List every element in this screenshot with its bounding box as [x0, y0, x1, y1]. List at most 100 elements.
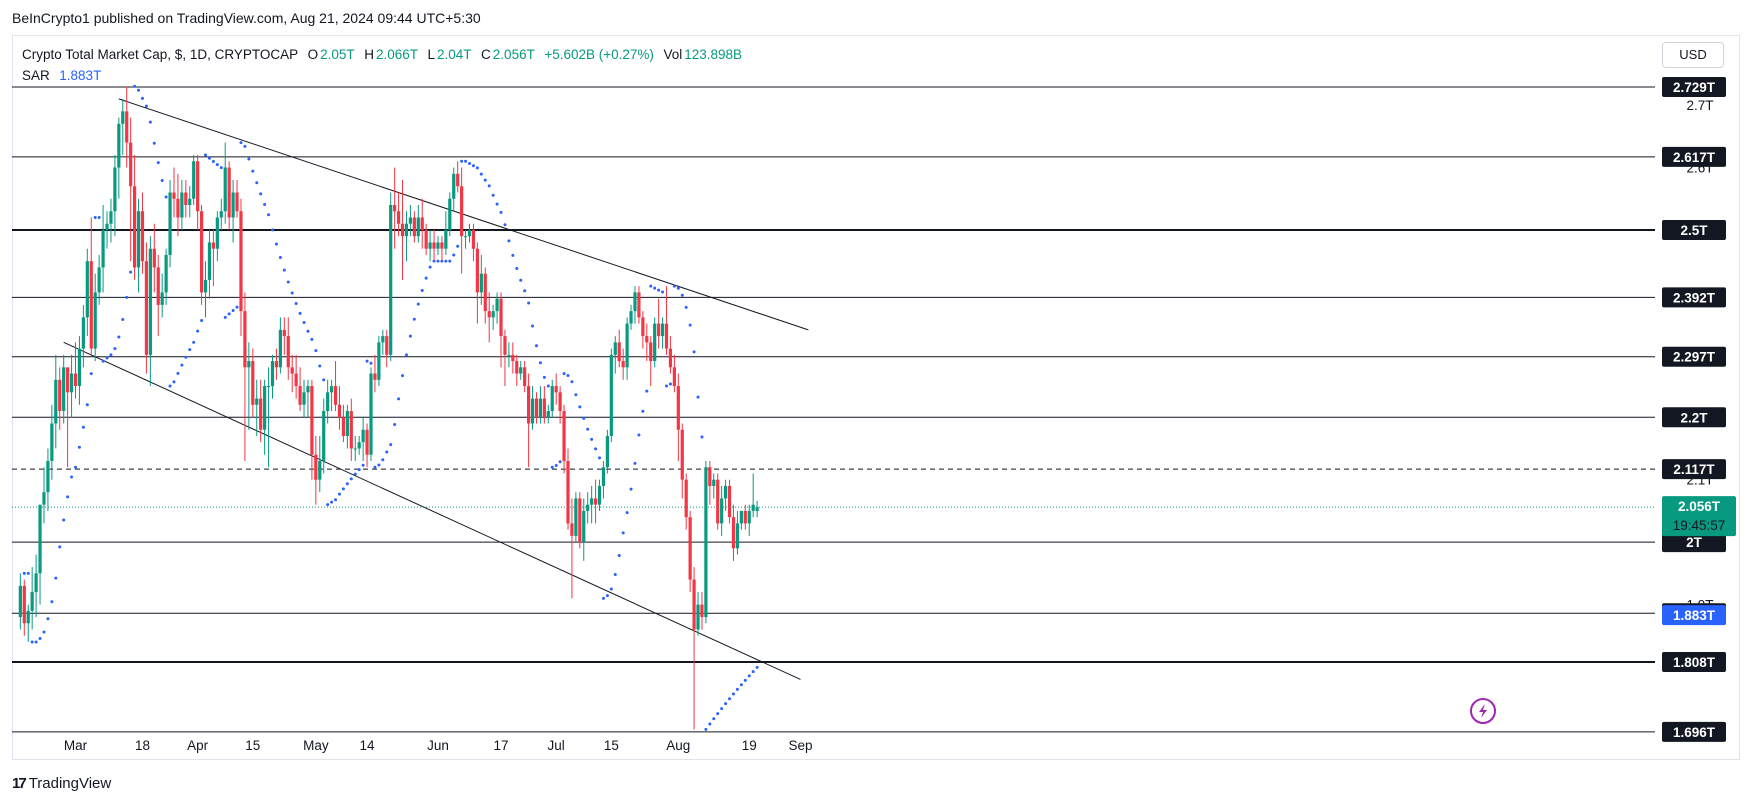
candle-body [113, 167, 117, 212]
sar-dot [223, 315, 227, 319]
candle-body [365, 429, 369, 455]
sar-dot [180, 363, 184, 367]
candle-body [704, 467, 708, 618]
candle-body [582, 510, 586, 543]
level-label: 2.2T [1680, 410, 1708, 425]
sar-dot [204, 153, 208, 157]
candle-body [50, 423, 54, 461]
candle-body [503, 336, 507, 355]
sar-dot [708, 722, 712, 726]
sar-dot [227, 312, 231, 316]
sar-dot [578, 405, 582, 409]
sar-dot [286, 280, 290, 284]
candle-body [353, 448, 357, 450]
sar-dot [168, 384, 172, 388]
sar-dot [546, 384, 550, 388]
time-axis: Mar 18 Apr 15 May 14 Jun 17 Jul 15 Aug 19 Sep [64, 738, 813, 753]
candle-body [448, 198, 452, 230]
time-axis-tick: 19 [742, 738, 757, 753]
candle-body [22, 585, 26, 624]
sar-dot [475, 166, 479, 170]
sar-dot [93, 215, 97, 219]
candle-body [645, 336, 649, 343]
candle-body [148, 248, 152, 355]
sar-dot [503, 223, 507, 227]
sar-dot [464, 159, 468, 163]
sar-dot [341, 487, 345, 491]
candle-body [373, 373, 377, 380]
sar-price-label-box [1662, 605, 1726, 626]
level-label: 2.617T [1673, 150, 1716, 165]
candle-body [590, 498, 594, 505]
candle-body [101, 229, 105, 268]
candle-body [203, 279, 208, 293]
sar-dot [625, 511, 629, 515]
sar-dot [653, 286, 657, 290]
sar-dot [468, 162, 471, 166]
sar-label[interactable]: SAR [22, 68, 50, 83]
published-credit: BeInCrypto1 published on TradingView.com… [12, 10, 481, 26]
candle-body [282, 329, 286, 337]
close-label: C [481, 47, 491, 62]
sar-dot [188, 348, 192, 352]
candle-body [121, 111, 125, 124]
sar-dot [50, 600, 54, 604]
candle-body [467, 229, 472, 237]
candle-body [436, 242, 440, 249]
sar-dot [672, 284, 676, 288]
sar-dot [515, 266, 519, 270]
candle-body [716, 479, 720, 524]
candle-body [207, 242, 212, 280]
sar-dot [582, 416, 586, 420]
candle-body [432, 242, 436, 249]
candle-body [444, 229, 448, 249]
candle-body [270, 361, 275, 387]
candle-body [278, 329, 282, 368]
time-axis-tick: 18 [135, 738, 150, 753]
sar-dot [62, 518, 66, 522]
candle-body [81, 317, 85, 349]
sar-dot [511, 253, 515, 257]
sar-dot [538, 361, 542, 365]
level-label: 1.696T [1673, 725, 1716, 740]
sar-dot [665, 384, 668, 388]
time-axis-tick: 15 [604, 738, 619, 753]
candle-body [54, 379, 58, 424]
candle-body [400, 223, 405, 237]
chart-frame[interactable] [12, 35, 1740, 760]
level-label: 1.808T [1673, 655, 1716, 670]
sar-dot [680, 293, 684, 297]
sar-dot [408, 334, 412, 338]
candle-body [62, 367, 66, 412]
candle-body [298, 386, 302, 405]
sar-dot [448, 259, 452, 263]
sar-dot [377, 463, 381, 467]
candle-body [30, 592, 34, 611]
candle-body [621, 361, 625, 368]
sar-dot [74, 465, 77, 469]
sar-dot [314, 349, 318, 353]
candle-body [133, 186, 137, 268]
currency-button[interactable]: USD [1662, 42, 1724, 68]
sar-dot [605, 594, 609, 598]
level-label: 2T [1686, 535, 1703, 550]
candle-body [274, 361, 279, 368]
alert-icon[interactable] [1470, 698, 1496, 724]
parabolic-sar-dots [22, 84, 759, 731]
candle-body [247, 361, 251, 368]
symbol-title[interactable]: Crypto Total Market Cap, $, 1D, CRYPTOCA… [22, 47, 299, 62]
sar-dot [692, 350, 696, 354]
current-price-label: 2.056T [1678, 499, 1721, 514]
sar-dot [70, 475, 74, 479]
time-axis-tick: 17 [494, 738, 509, 753]
candle-body [46, 460, 50, 493]
tradingview-logo[interactable]: 17 TradingView [12, 775, 111, 792]
candle-body [211, 242, 215, 249]
level-label-box [1662, 407, 1726, 428]
candle-body [333, 386, 338, 405]
candle-body [144, 261, 149, 355]
level-label-box [1662, 532, 1726, 553]
sar-dot [369, 361, 373, 365]
candle-body [152, 248, 156, 268]
